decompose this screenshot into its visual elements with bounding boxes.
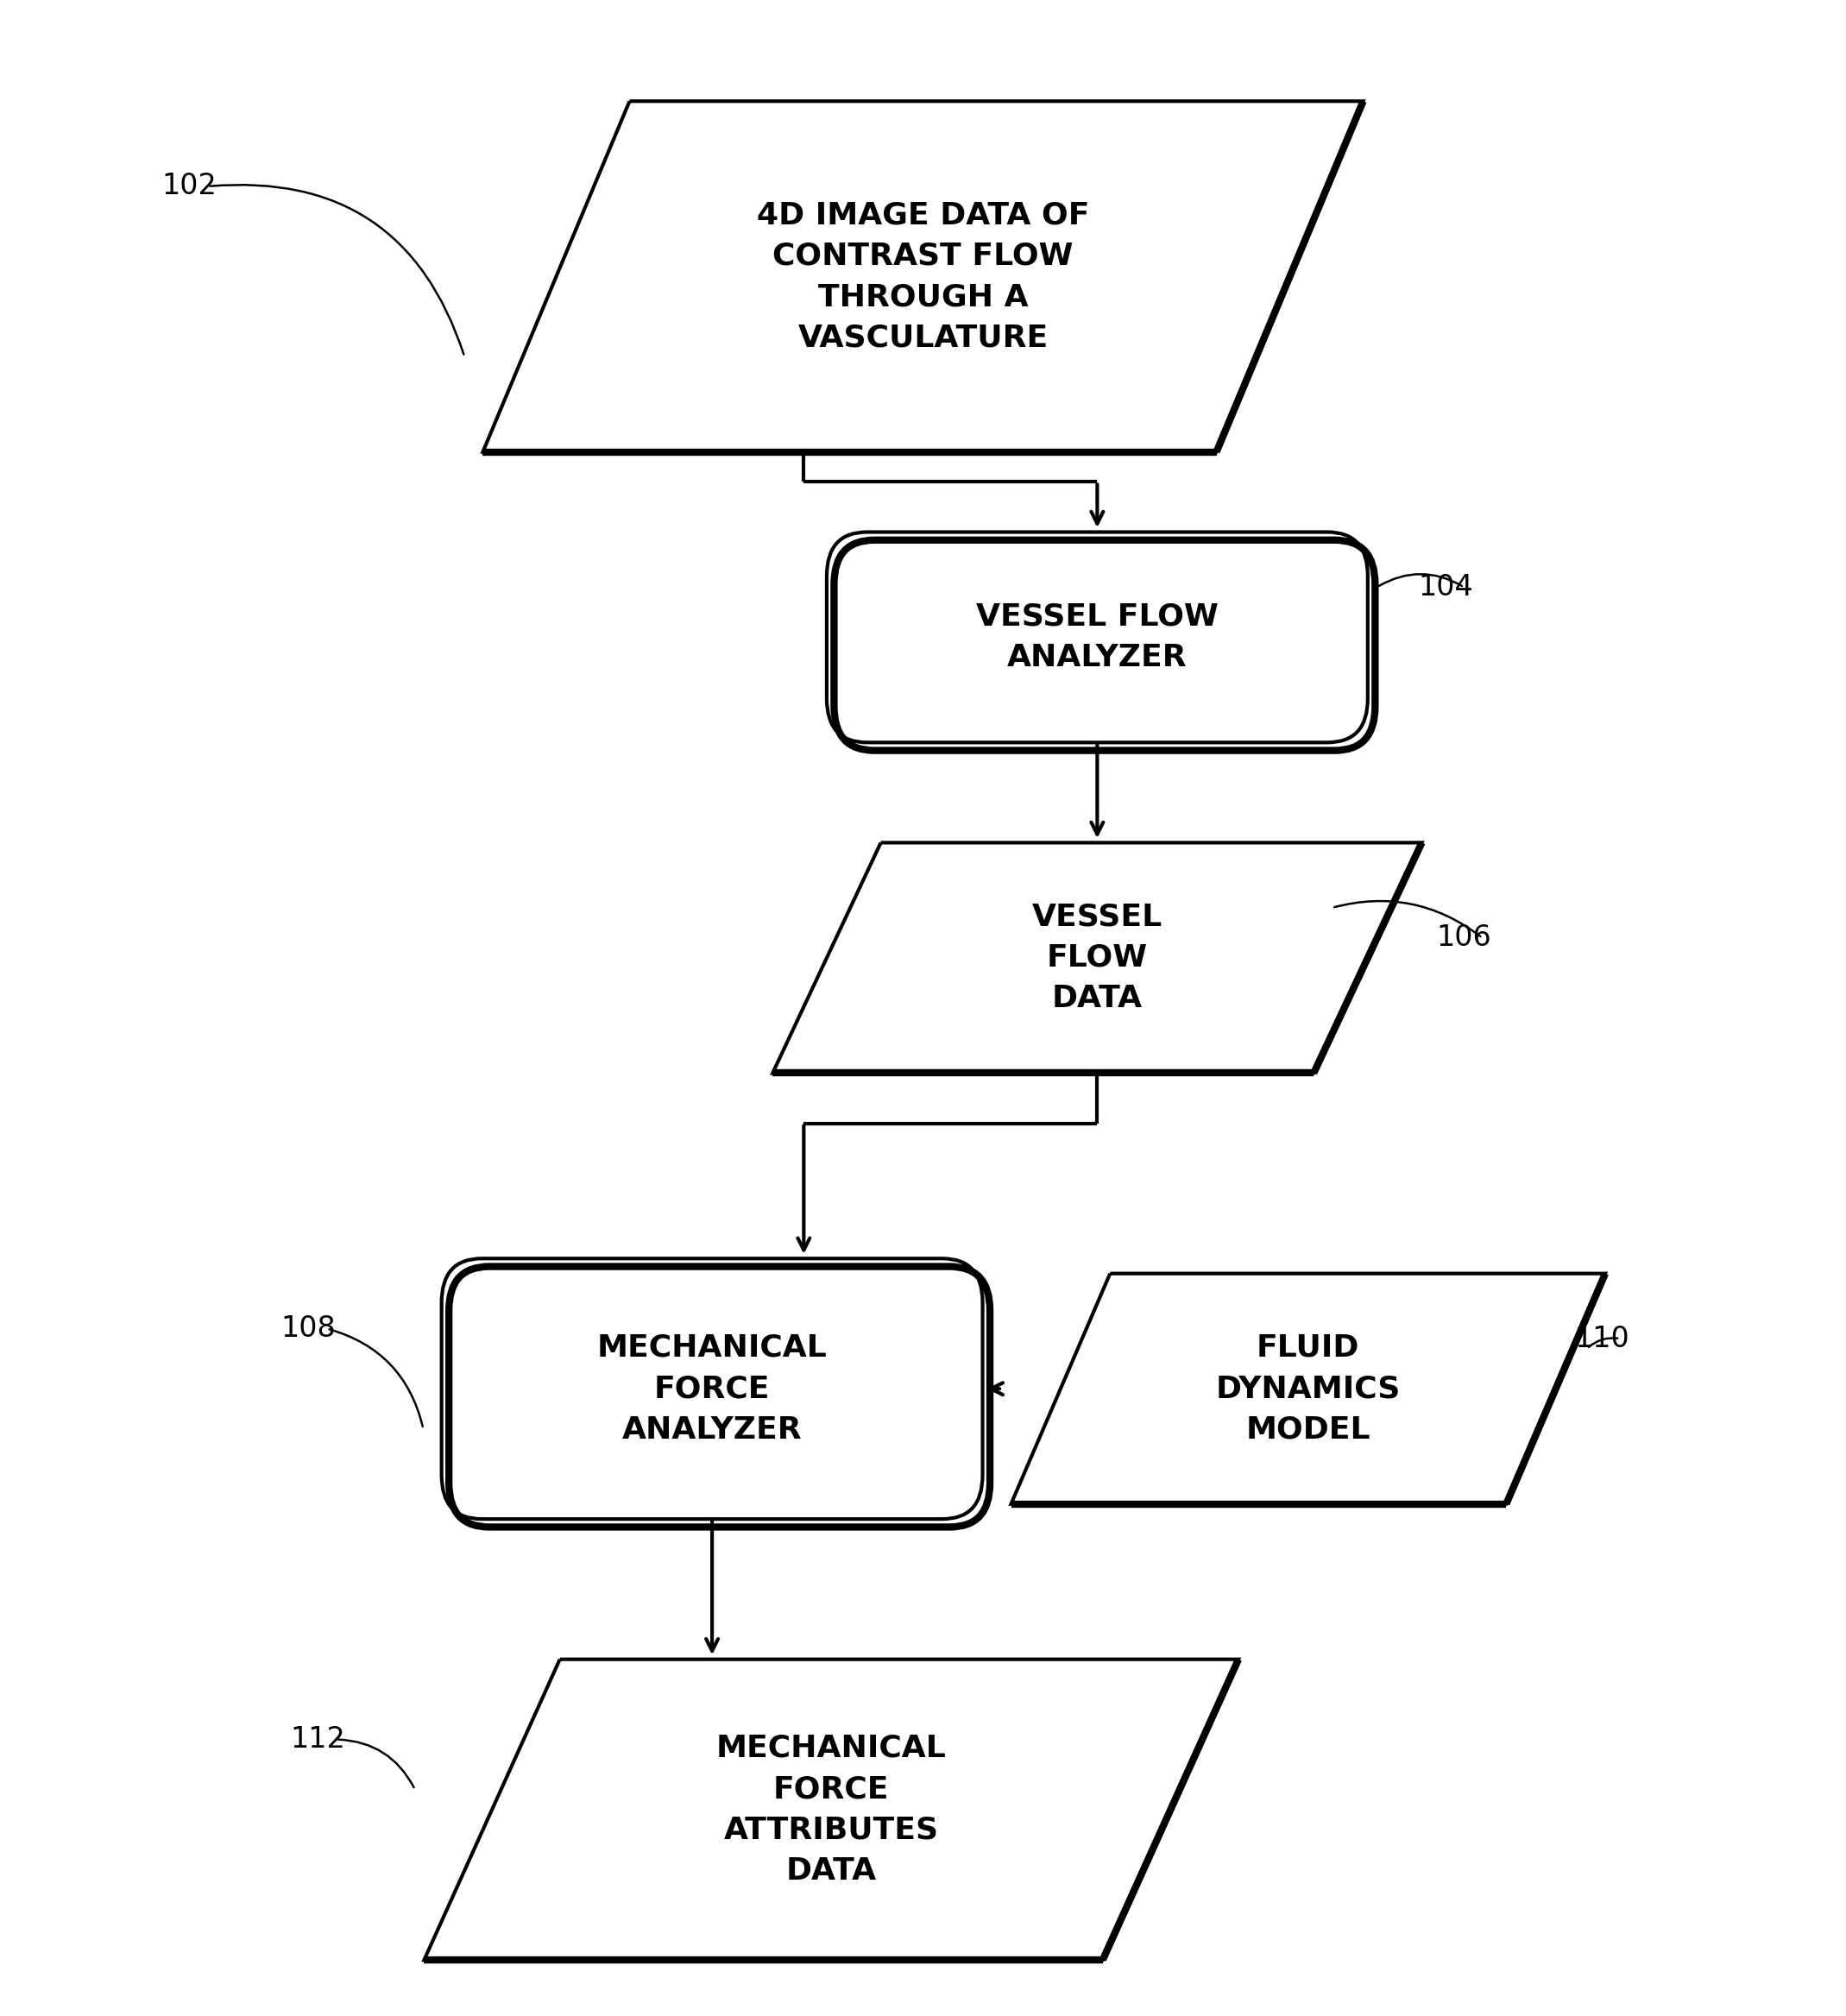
FancyBboxPatch shape: [827, 532, 1368, 742]
Polygon shape: [1012, 1274, 1606, 1504]
Text: MECHANICAL
FORCE
ATTRIBUTES
DATA: MECHANICAL FORCE ATTRIBUTES DATA: [716, 1734, 947, 1885]
Text: 108: 108: [281, 1314, 336, 1343]
Text: VESSEL
FLOW
DATA: VESSEL FLOW DATA: [1032, 903, 1163, 1014]
Polygon shape: [425, 1659, 1239, 1960]
Text: 106: 106: [1436, 923, 1492, 952]
Text: 102: 102: [162, 171, 218, 202]
Text: VESSEL FLOW
ANALYZER: VESSEL FLOW ANALYZER: [977, 603, 1218, 673]
Polygon shape: [773, 843, 1421, 1073]
Polygon shape: [484, 101, 1362, 452]
Text: MECHANICAL
FORCE
ANALYZER: MECHANICAL FORCE ANALYZER: [596, 1333, 827, 1443]
Text: 104: 104: [1418, 573, 1473, 601]
Text: FLUID
DYNAMICS
MODEL: FLUID DYNAMICS MODEL: [1217, 1333, 1401, 1443]
Text: 110: 110: [1575, 1325, 1628, 1353]
Text: 112: 112: [290, 1726, 345, 1754]
FancyBboxPatch shape: [441, 1258, 982, 1518]
Text: 4D IMAGE DATA OF
CONTRAST FLOW
THROUGH A
VASCULATURE: 4D IMAGE DATA OF CONTRAST FLOW THROUGH A…: [757, 200, 1089, 353]
